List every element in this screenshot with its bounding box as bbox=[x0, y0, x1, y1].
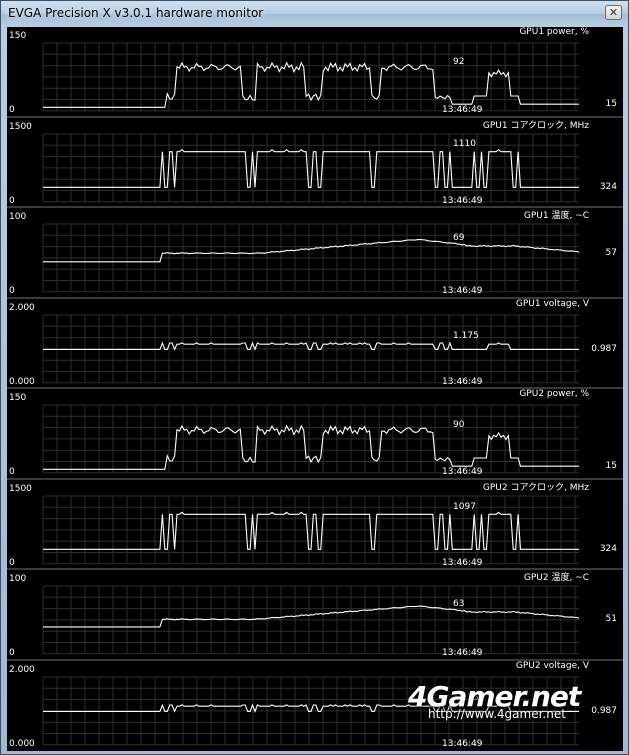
graph-divider[interactable] bbox=[7, 568, 623, 570]
graph-panel: GPU2 voltage, V 2.000 0.000 13:46:49 1.175 0.… bbox=[7, 661, 623, 752]
graph-title: GPU2 voltage, V bbox=[515, 660, 589, 671]
timestamp-label: 13:46:49 bbox=[442, 286, 483, 296]
graph-plot bbox=[42, 676, 579, 745]
graph-title: GPU2 温度, ~C bbox=[523, 573, 589, 583]
series-line bbox=[43, 61, 579, 108]
graph-panel: GPU2 温度, ~C 100 0 13:46:49 63 51 bbox=[7, 570, 623, 661]
timestamp-label: 13:46:49 bbox=[442, 376, 483, 387]
axis-min-label: 0 bbox=[9, 195, 15, 206]
peak-value-label: 1.175 bbox=[453, 692, 479, 703]
axis-max-label: 100 bbox=[9, 212, 27, 222]
graph-divider[interactable] bbox=[7, 296, 623, 299]
timestamp-label: 13:46:49 bbox=[442, 467, 483, 477]
axis-max-label: 150 bbox=[9, 393, 27, 403]
watermark-logo: 4Gamer.net bbox=[408, 680, 581, 713]
graph-plot bbox=[42, 495, 579, 564]
current-value-label: 0.987 bbox=[591, 705, 617, 716]
axis-max-label: 1500 bbox=[9, 483, 32, 494]
peak-value-label: 69 bbox=[453, 233, 465, 244]
graph-panel: GPU1 power, % 150 0 13:46:49 92 15 bbox=[7, 27, 623, 118]
window-title: EVGA Precision X v3.0.1 hardware monitor bbox=[8, 6, 264, 20]
axis-min-label: 0 bbox=[9, 648, 15, 658]
series-line bbox=[43, 702, 579, 713]
timestamp-label: 13:46:49 bbox=[442, 738, 483, 749]
current-value-label: 0.987 bbox=[591, 343, 617, 354]
graph-divider[interactable] bbox=[7, 387, 623, 389]
graph-title: GPU1 温度, ~C bbox=[523, 211, 589, 221]
graph-panel: GPU1 温度, ~C 100 0 13:46:49 69 57 bbox=[7, 208, 623, 299]
graph-area[interactable]: GPU1 power, % 150 0 13:46:49 92 15 GPU1 コアクロック… bbox=[7, 27, 623, 751]
graph-divider[interactable] bbox=[7, 206, 623, 208]
current-value-label: 324 bbox=[599, 181, 617, 192]
graph-panel: GPU2 コアクロック, MHz 1500 0 13:46:49 1097 324 bbox=[7, 480, 623, 570]
graph-panel: GPU2 power, % 150 0 13:46:49 90 15 bbox=[7, 389, 623, 480]
graph-title: GPU1 コアクロック, MHz bbox=[482, 120, 589, 131]
axis-max-label: 2.000 bbox=[9, 302, 35, 313]
axis-min-label: 0.000 bbox=[9, 738, 35, 749]
graph-divider[interactable] bbox=[7, 658, 623, 661]
close-button[interactable]: ✕ bbox=[605, 5, 622, 20]
axis-max-label: 1500 bbox=[9, 121, 32, 132]
axis-max-label: 2.000 bbox=[9, 664, 35, 675]
series-line bbox=[43, 424, 579, 470]
peak-value-label: 63 bbox=[453, 599, 465, 610]
graph-divider[interactable] bbox=[7, 115, 623, 118]
peak-value-label: 92 bbox=[453, 57, 465, 68]
graph-plot bbox=[42, 404, 579, 474]
graph-panel: GPU1 コアクロック, MHz 1500 0 13:46:49 1110 324 bbox=[7, 118, 623, 208]
peak-value-label: 1110 bbox=[453, 139, 476, 150]
graph-title: GPU1 power, % bbox=[519, 27, 589, 37]
close-icon: ✕ bbox=[608, 6, 619, 19]
watermark-url: http://www.4gamer.net bbox=[428, 707, 566, 721]
current-value-label: 15 bbox=[605, 99, 617, 110]
peak-value-label: 1097 bbox=[453, 501, 476, 512]
axis-max-label: 150 bbox=[9, 31, 27, 41]
peak-value-label: 1.175 bbox=[453, 330, 479, 341]
current-value-label: 324 bbox=[599, 543, 617, 554]
timestamp-label: 13:46:49 bbox=[442, 648, 483, 658]
graph-plot bbox=[42, 585, 580, 655]
series-line bbox=[43, 340, 579, 351]
current-value-label: 57 bbox=[605, 248, 617, 259]
graph-title: GPU2 power, % bbox=[519, 389, 589, 399]
timestamp-label: 13:46:49 bbox=[442, 105, 483, 115]
graph-plot bbox=[42, 223, 580, 293]
axis-max-label: 100 bbox=[9, 574, 27, 584]
graph-plot bbox=[42, 42, 579, 112]
axis-min-label: 0 bbox=[9, 105, 15, 115]
graph-divider[interactable] bbox=[7, 477, 623, 480]
current-value-label: 51 bbox=[605, 614, 617, 625]
graph-panel: GPU1 voltage, V 2.000 0.000 13:46:49 1.175 0.… bbox=[7, 298, 623, 389]
series-line bbox=[43, 605, 580, 628]
graph-plot bbox=[42, 133, 579, 202]
series-line bbox=[43, 148, 579, 188]
current-value-label: 15 bbox=[605, 461, 617, 472]
title-bar[interactable]: EVGA Precision X v3.0.1 hardware monitor… bbox=[1, 1, 628, 27]
axis-min-label: 0.000 bbox=[9, 376, 35, 387]
graph-plot bbox=[42, 314, 579, 383]
series-line bbox=[43, 238, 580, 263]
timestamp-label: 13:46:49 bbox=[442, 195, 483, 206]
axis-min-label: 0 bbox=[9, 467, 15, 477]
graph-title: GPU1 voltage, V bbox=[515, 298, 589, 309]
series-line bbox=[43, 511, 579, 550]
axis-min-label: 0 bbox=[9, 557, 15, 568]
axis-min-label: 0 bbox=[9, 286, 15, 296]
timestamp-label: 13:46:49 bbox=[442, 557, 483, 568]
graph-title: GPU2 コアクロック, MHz bbox=[482, 482, 589, 493]
peak-value-label: 90 bbox=[453, 420, 465, 431]
